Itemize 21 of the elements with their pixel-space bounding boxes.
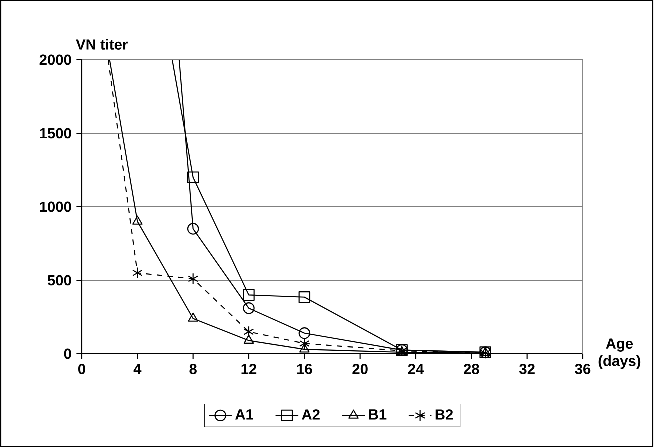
- x-tick-label: 32: [520, 364, 535, 374]
- y-tick-label: 500: [48, 275, 72, 286]
- y-tick-label: 1500: [40, 128, 72, 139]
- legend-label: A2: [302, 410, 320, 420]
- x-tick-label: 4: [134, 364, 142, 374]
- legend-label: B2: [436, 410, 454, 420]
- x-tick-label: 8: [190, 364, 197, 374]
- x-tick-label: 12: [242, 364, 257, 374]
- x-tick-label: 36: [575, 364, 591, 374]
- y-tick-label: 0: [64, 348, 72, 360]
- x-axis-title: Age (days): [598, 338, 641, 370]
- x-tick-label: 0: [78, 364, 86, 374]
- legend-label: B1: [369, 410, 387, 420]
- legend-label: A1: [236, 410, 254, 420]
- x-tick-label: 20: [352, 364, 368, 374]
- x-tick-label: 28: [464, 364, 480, 374]
- x-tick-label: 16: [297, 364, 312, 374]
- x-tick-label: 24: [408, 364, 424, 374]
- y-tick-label: 2000: [40, 54, 72, 66]
- y-axis-title: VN titer: [76, 39, 128, 50]
- y-tick-label: 1000: [40, 202, 72, 212]
